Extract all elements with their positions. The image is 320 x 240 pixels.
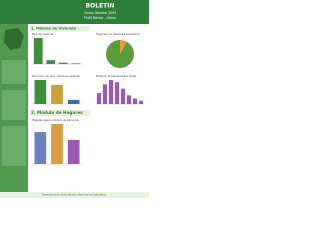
sidebar-box [2,60,26,84]
section-title: 1. Módulo de Vivienda [31,27,77,31]
chart-title: Número de personas por hogar [96,74,137,78]
bar [102,84,108,104]
bar [138,100,144,104]
chart-title: Hogares con actividad económica [96,32,140,36]
section-band [30,110,90,116]
chart-title: Servicios con que cuenta la vivienda [32,74,80,78]
bar [34,132,47,164]
bar [67,99,80,104]
header-title: BOLETIN [86,3,115,10]
footer-band [0,192,149,198]
map [4,28,24,50]
chart-title: Hogares según número de personas [32,118,80,122]
bar [126,95,132,104]
bar [114,82,120,104]
bar [108,80,114,104]
pie-slice [105,40,134,68]
header-subtitle: Censo General 2005 [84,11,117,15]
bar [96,93,102,104]
page: BOLETIN Censo General 2005 Perfil Básico… [0,0,149,198]
bar [33,38,43,64]
header-band [0,0,149,24]
bar [132,98,138,104]
bar [34,80,47,104]
section-band [30,26,90,31]
bar [71,63,81,64]
sidebar-box [2,90,26,120]
bar [46,60,56,64]
bar [51,84,63,104]
pie-slice [120,40,127,54]
bar [67,140,80,164]
chart-title: Tipo de vivienda [32,32,54,36]
bar [51,124,63,164]
sidebar-box [2,126,26,166]
footer: Departamento Administrativo Nacional de … [42,194,107,197]
header-place: Perfil Básico - Libres [84,16,116,20]
section-title: 2. Módulo de Hogares [31,110,83,115]
bar [120,88,126,104]
bar [58,62,68,64]
